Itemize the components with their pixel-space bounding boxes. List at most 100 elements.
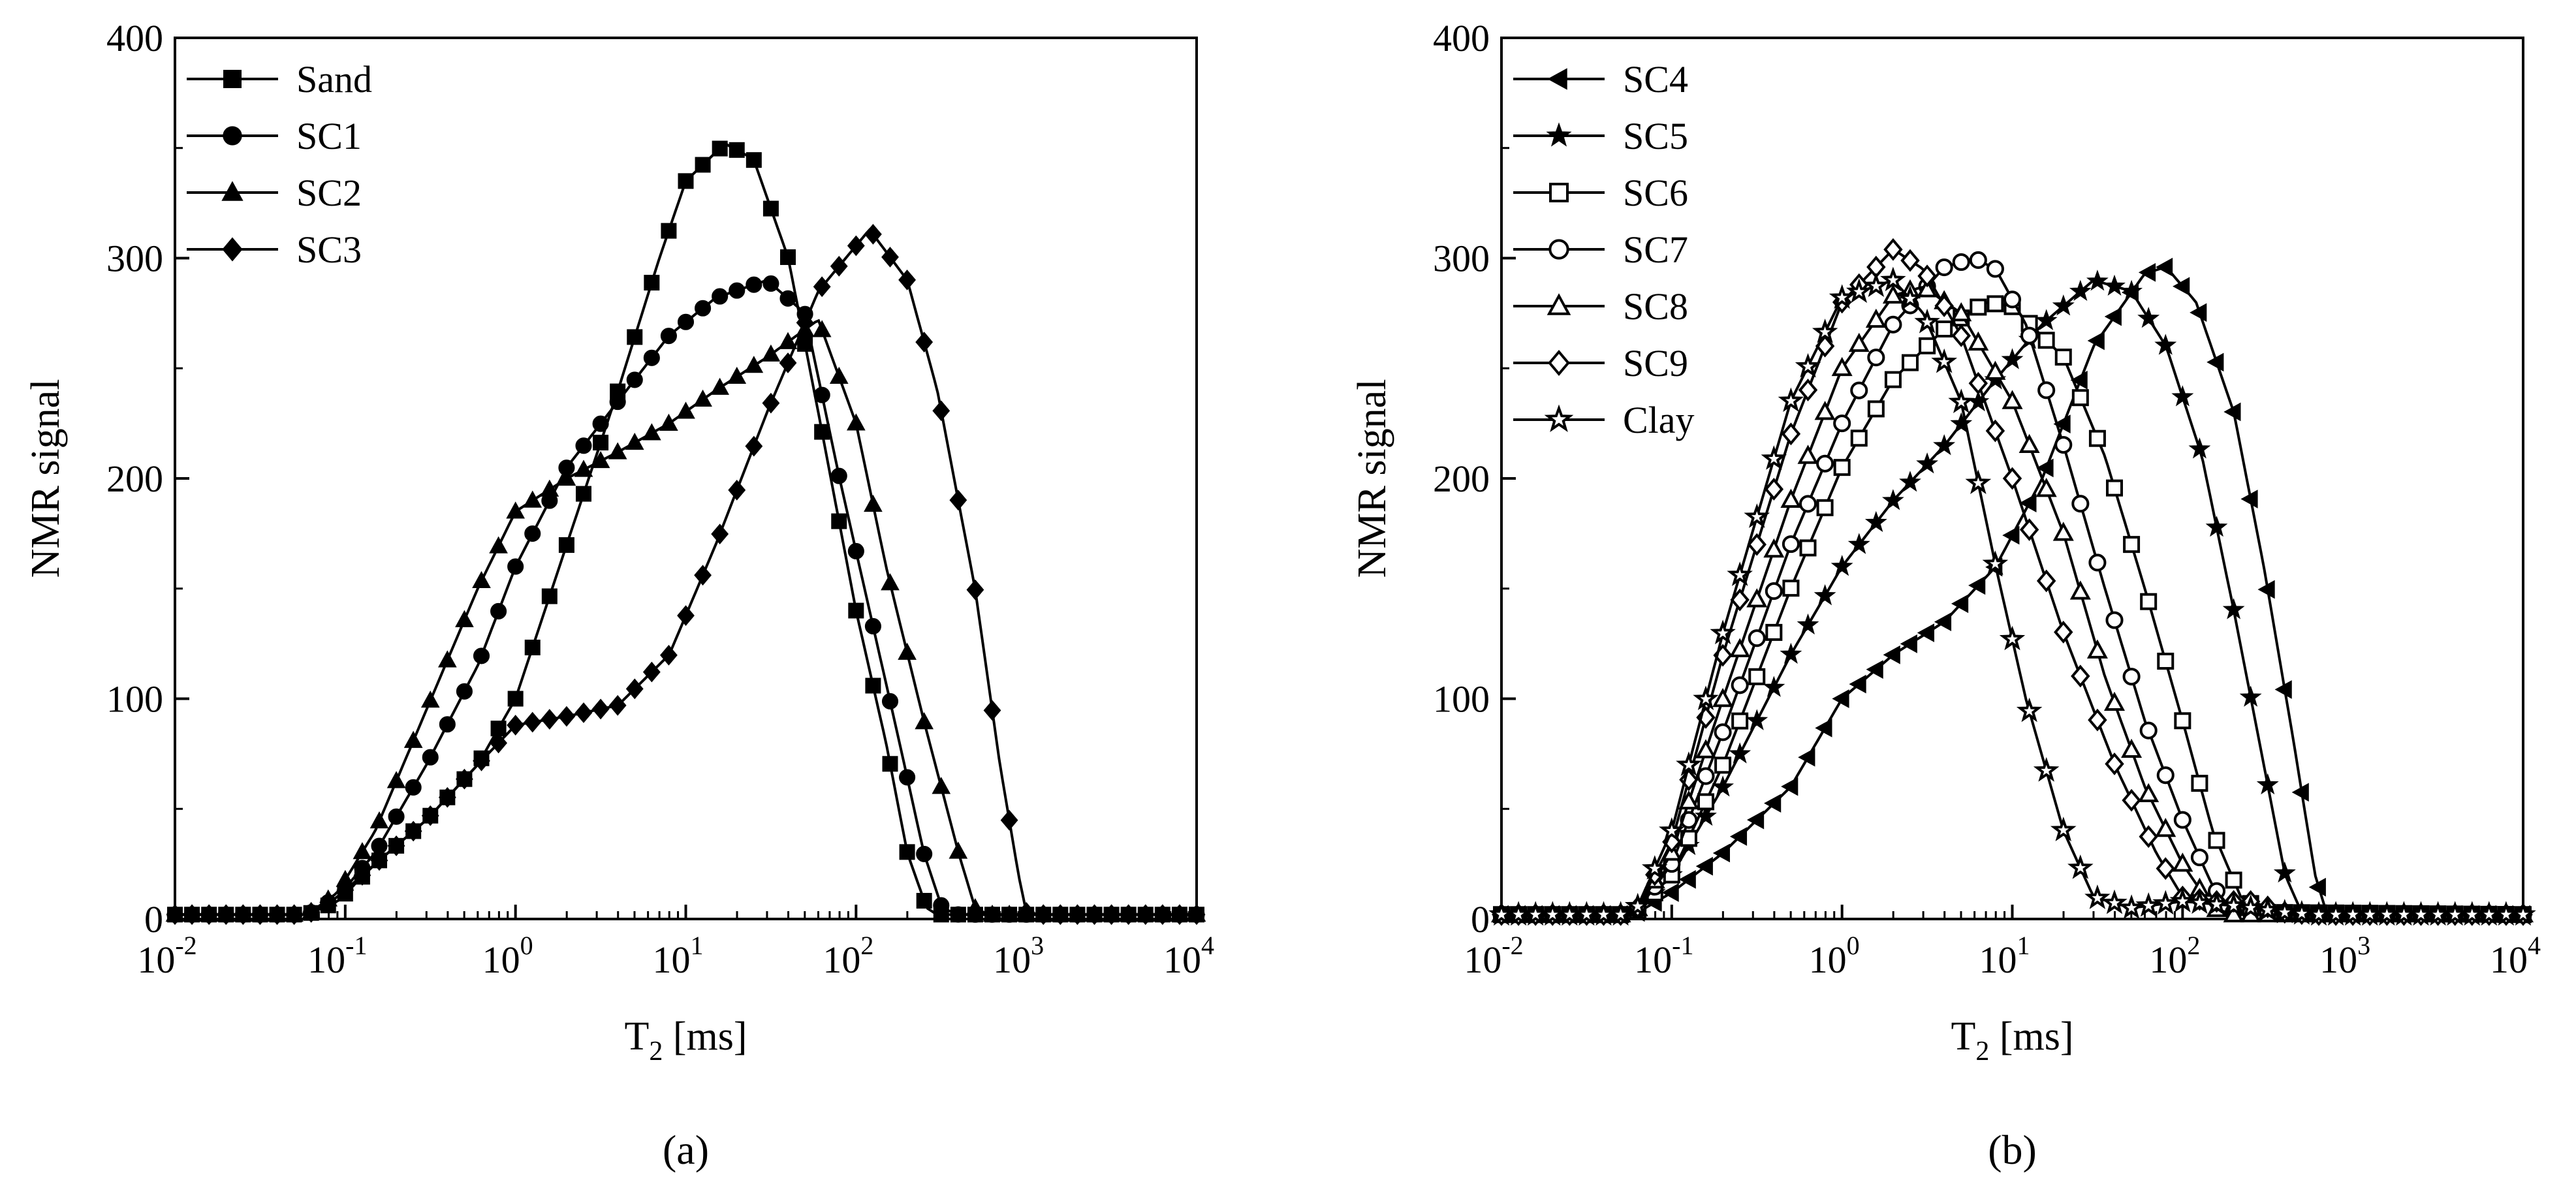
data-point-marker: [898, 642, 917, 660]
data-point-marker: [677, 605, 695, 626]
data-point-marker: [661, 223, 677, 239]
data-point-marker: [1693, 685, 1719, 711]
data-point-marker: [2020, 326, 2039, 345]
data-point-marker: [2123, 536, 2141, 553]
data-point-marker: [2104, 307, 2122, 326]
data-point-marker: [1780, 642, 1802, 664]
data-point-marker: [558, 706, 576, 727]
data-point-marker: [933, 897, 950, 914]
data-point-marker: [2106, 479, 2123, 497]
data-point-marker: [370, 850, 388, 871]
legend-label: SC6: [1623, 172, 1688, 214]
data-point-marker: [1748, 629, 1766, 647]
data-point-marker: [574, 702, 593, 723]
panel-label: (b): [1988, 1127, 2037, 1173]
data-point-marker: [915, 332, 934, 352]
data-point-marker: [2256, 773, 2279, 795]
data-point-marker: [1712, 687, 1734, 708]
data-point-marker: [712, 140, 728, 157]
data-point-marker: [1970, 298, 1987, 316]
data-point-marker: [558, 537, 574, 553]
data-point-marker: [2086, 639, 2108, 659]
data-point-marker: [523, 490, 542, 508]
data-point-marker: [387, 835, 405, 856]
data-point-marker: [1934, 612, 1952, 632]
data-point-marker: [1902, 354, 1919, 371]
data-point-marker: [1678, 869, 1696, 889]
data-point-marker: [642, 423, 661, 441]
data-point-marker: [1931, 348, 1958, 373]
data-point-marker: [608, 694, 627, 716]
data-point-marker: [302, 902, 321, 923]
data-point-marker: [2069, 279, 2092, 302]
data-point-marker: [576, 486, 591, 502]
data-point-marker: [524, 640, 541, 656]
data-point-marker: [1744, 503, 1770, 528]
data-point-marker: [1781, 777, 1798, 796]
data-point-marker: [847, 235, 865, 257]
data-point-marker: [1883, 238, 1903, 261]
data-point-marker: [694, 565, 712, 586]
x-tick-label: 10-1: [307, 931, 367, 981]
data-point-marker: [1934, 294, 1954, 317]
data-point-marker: [1548, 350, 1570, 376]
data-point-marker: [695, 157, 711, 173]
data-point-marker: [2257, 580, 2275, 599]
data-point-marker: [1833, 414, 1851, 433]
data-point-marker: [642, 661, 661, 683]
data-point-marker: [2002, 525, 2020, 545]
data-point-marker: [456, 768, 473, 790]
data-point-marker: [1549, 183, 1569, 202]
data-point-marker: [864, 617, 881, 634]
data-point-marker: [2225, 871, 2242, 889]
data-point-marker: [643, 349, 660, 366]
data-point-marker: [1103, 904, 1120, 926]
data-point-marker: [916, 845, 933, 862]
data-point-marker: [420, 690, 440, 708]
data-point-marker: [898, 270, 916, 290]
data-point-marker: [1847, 533, 1870, 554]
data-point-marker: [2203, 890, 2230, 916]
data-point-marker: [1763, 538, 1785, 558]
data-point-marker: [950, 906, 967, 923]
data-point-marker: [183, 904, 201, 926]
data-point-marker: [881, 247, 899, 268]
data-point-marker: [1714, 756, 1732, 774]
data-point-marker: [1729, 742, 1751, 764]
data-point-marker: [1968, 331, 1989, 351]
data-point-marker: [2139, 825, 2158, 849]
data-point-marker: [473, 750, 490, 771]
data-point-marker: [2154, 334, 2177, 355]
data-point-marker: [1936, 320, 1953, 338]
data-point-marker: [490, 732, 507, 754]
data-point-marker: [2054, 435, 2073, 454]
data-point-marker: [575, 437, 592, 454]
data-point-marker: [1865, 308, 1887, 328]
data-point-marker: [524, 711, 542, 733]
data-point-marker: [507, 715, 525, 736]
data-point-marker: [1661, 883, 1679, 902]
data-point-marker: [591, 450, 610, 469]
data-point-marker: [746, 276, 762, 293]
data-point-marker: [1982, 550, 2009, 576]
data-point-marker: [1951, 302, 1972, 322]
panel-label: (a): [663, 1127, 709, 1173]
data-point-marker: [2088, 429, 2106, 447]
y-tick-label: 0: [144, 898, 163, 941]
data-point-marker: [1695, 739, 1717, 758]
data-point-marker: [848, 602, 864, 619]
data-point-marker: [222, 237, 243, 262]
legend: Sand SC1 SC2 SC3: [187, 58, 372, 271]
data-point-marker: [1985, 360, 2006, 380]
data-point-marker: [2069, 580, 2091, 600]
data-point-marker: [625, 432, 644, 450]
y-tick-label: 200: [1433, 458, 1490, 500]
data-point-marker: [2223, 402, 2241, 422]
data-point-marker: [2052, 294, 2075, 316]
data-point-marker: [1849, 674, 1866, 694]
data-point-marker: [1999, 625, 2026, 651]
data-point-marker: [369, 811, 389, 829]
data-point-marker: [727, 366, 747, 384]
data-point-marker: [1017, 902, 1035, 923]
